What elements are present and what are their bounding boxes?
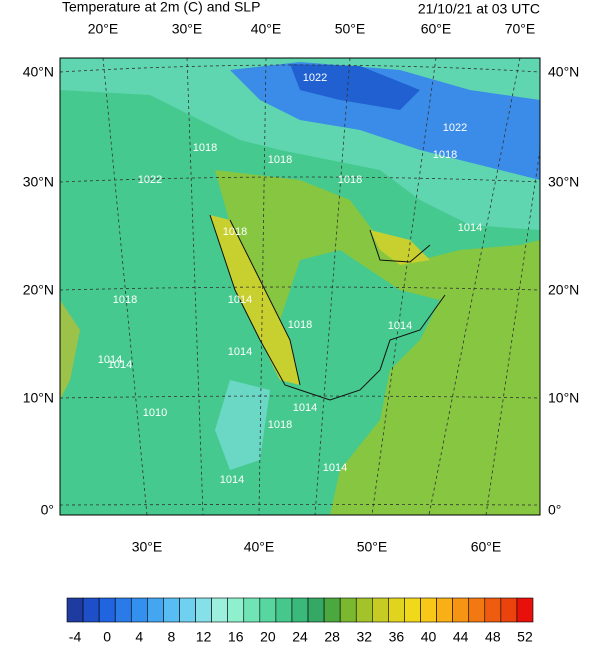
contour-label: 1014 xyxy=(458,222,482,234)
contour-label: 1018 xyxy=(268,154,292,166)
top-lon-label: 30°E xyxy=(172,21,203,37)
contour-label: 1018 xyxy=(223,226,247,238)
colorbar-box xyxy=(323,597,341,623)
contour-label: 1018 xyxy=(268,419,292,431)
contour-label: 1014 xyxy=(220,474,244,486)
colorbar-box xyxy=(388,597,405,623)
colorbar-label: 48 xyxy=(485,629,501,645)
colorbar-box xyxy=(179,597,196,623)
colorbar-box xyxy=(227,597,245,623)
colorbar-box xyxy=(468,597,486,623)
left-lat-label: 20°N xyxy=(23,282,54,298)
colorbar-label: 4 xyxy=(135,629,143,645)
colorbar-box xyxy=(130,597,148,623)
colorbar-box xyxy=(211,597,228,623)
top-lon-label: 60°E xyxy=(421,21,452,37)
left-lat-label: 10°N xyxy=(23,390,54,406)
colorbar-box xyxy=(195,597,212,623)
bottom-lon-label: 40°E xyxy=(244,539,275,555)
colorbar-label: 0 xyxy=(103,629,111,645)
top-lon-label: 70°E xyxy=(505,21,536,37)
top-lon-label: 40°E xyxy=(251,21,282,37)
colorbar-box xyxy=(259,597,277,623)
contour-label: 1018 xyxy=(113,294,137,306)
highlands xyxy=(215,380,270,470)
left-lat-label: 0° xyxy=(41,502,54,518)
colorbar-label: 32 xyxy=(356,629,372,645)
colorbar-box xyxy=(98,597,116,623)
coastline xyxy=(209,214,446,401)
colorbar-box xyxy=(436,597,453,623)
west-warm xyxy=(60,300,80,400)
graticule xyxy=(60,58,540,515)
colorbar-box xyxy=(307,597,325,623)
contour-label: 1022 xyxy=(303,72,327,84)
colorbar-box xyxy=(355,597,373,623)
contour-label: 1010 xyxy=(143,407,167,419)
colorbar-box xyxy=(372,597,389,623)
contour-label: 1014 xyxy=(323,462,347,474)
hot-zone-east xyxy=(215,170,540,515)
bottom-lon-label: 60°E xyxy=(471,539,502,555)
colorbar-label: 8 xyxy=(168,629,176,645)
right-lat-label: 40°N xyxy=(548,64,579,80)
colorbar-box xyxy=(420,597,437,623)
colorbar-box xyxy=(404,597,421,623)
right-lat-label: 20°N xyxy=(548,282,579,298)
colorbar-box xyxy=(243,597,261,623)
contour-label: 1018 xyxy=(338,174,362,186)
colorbar-label: 20 xyxy=(260,629,276,645)
contour-label: 1014 xyxy=(98,354,122,366)
left-lat-label: 40°N xyxy=(23,64,54,80)
contour-label: 1014 xyxy=(228,346,252,358)
gulf xyxy=(370,230,430,265)
colorbar-box xyxy=(500,597,518,623)
title-right: 21/10/21 at 03 UTC xyxy=(418,1,540,17)
title-left: Temperature at 2m (C) and SLP xyxy=(62,0,260,15)
right-lat-label: 0° xyxy=(548,502,561,518)
right-lat-label: 10°N xyxy=(548,390,579,406)
contour-label: 1014 xyxy=(228,294,252,306)
colorbar-box xyxy=(516,597,534,623)
red-sea xyxy=(210,215,300,385)
contour-label: 1018 xyxy=(193,142,217,154)
colorbar-label: 28 xyxy=(324,629,340,645)
colorbar-box xyxy=(291,597,309,623)
colorbar-label: 24 xyxy=(292,629,308,645)
colorbar-label: 40 xyxy=(421,629,437,645)
colorbar-box xyxy=(163,597,180,623)
top-lon-label: 20°E xyxy=(88,21,119,37)
contour-label: 1014 xyxy=(388,320,412,332)
map-frame xyxy=(59,57,541,516)
colorbar-label: 52 xyxy=(517,629,533,645)
colorbar-label: 36 xyxy=(389,629,405,645)
contour-label: 1014 xyxy=(293,402,317,414)
colorbar-box xyxy=(147,597,164,623)
colorbar-box xyxy=(339,597,357,623)
colorbar-box xyxy=(452,597,470,623)
colorbar-label: 16 xyxy=(228,629,244,645)
colorbar-label: 44 xyxy=(453,629,469,645)
top-lon-label: 50°E xyxy=(335,21,366,37)
colorbar-box xyxy=(275,597,293,623)
contour-label: 1022 xyxy=(138,174,162,186)
colorbar-label: -4 xyxy=(69,629,82,645)
colorbar-box xyxy=(82,597,100,623)
bottom-lon-label: 50°E xyxy=(357,539,388,555)
colorbar-label: 12 xyxy=(196,629,212,645)
contour-label: 1018 xyxy=(288,319,312,331)
contour-label: 1022 xyxy=(443,122,467,134)
coldest-zone xyxy=(290,64,420,110)
bottom-lon-label: 30°E xyxy=(132,539,163,555)
contour-label: 1018 xyxy=(433,149,457,161)
colorbar-box xyxy=(484,597,502,623)
right-lat-label: 30°N xyxy=(548,174,579,190)
map-field xyxy=(60,58,540,515)
colorbar-box xyxy=(114,597,132,623)
colorbar-box xyxy=(66,597,84,623)
contour-label: 1014 xyxy=(108,359,132,371)
left-lat-label: 30°N xyxy=(23,174,54,190)
